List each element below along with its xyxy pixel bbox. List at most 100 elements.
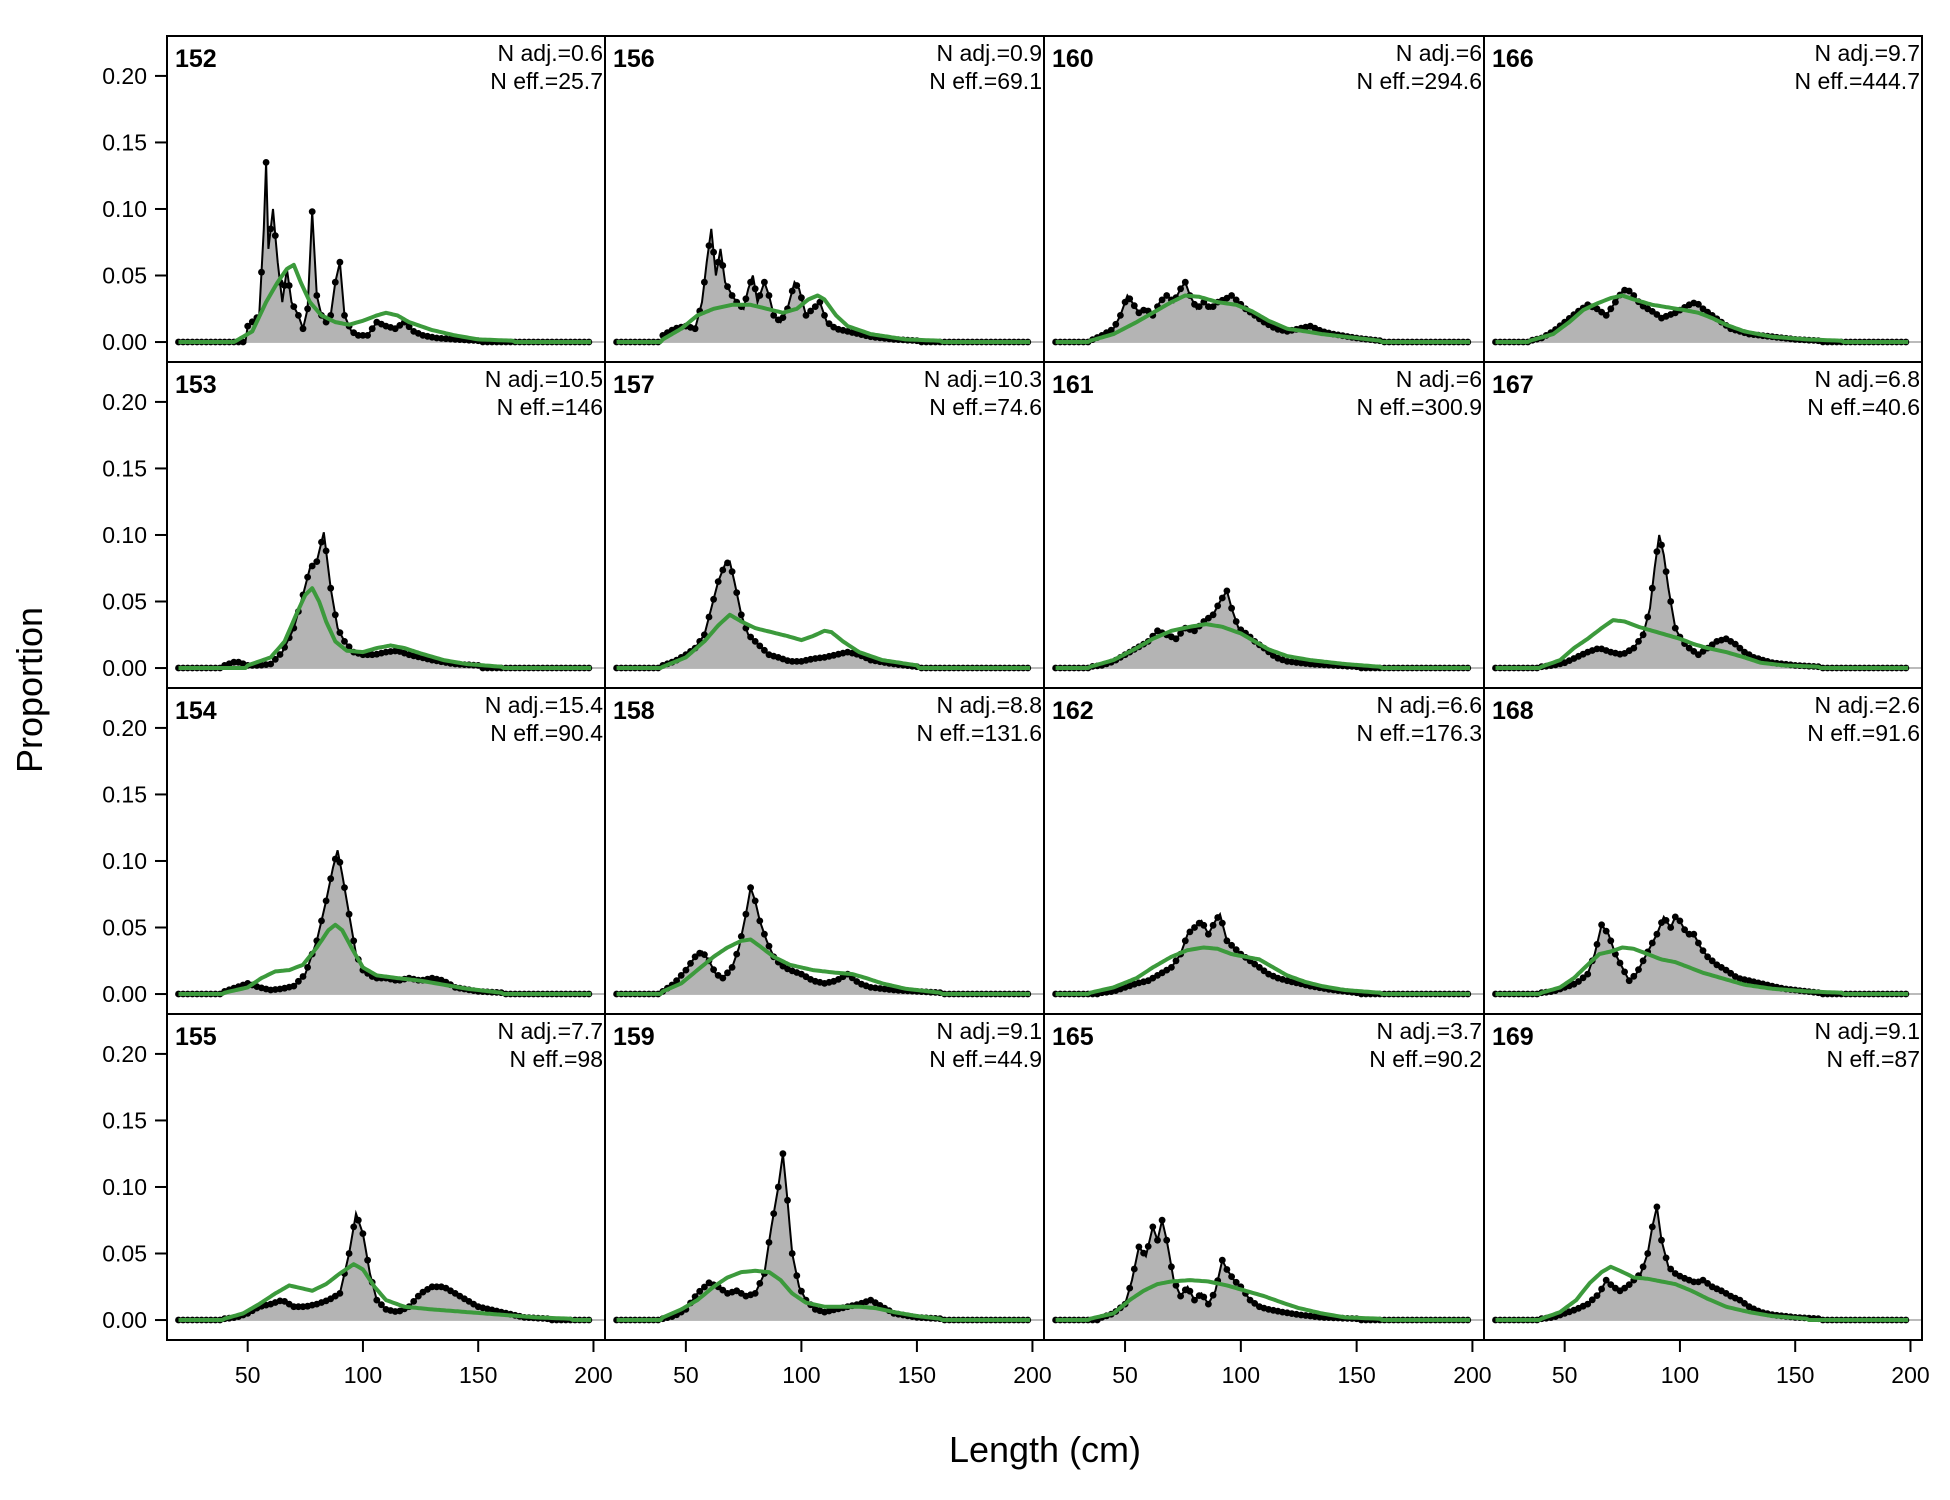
n-eff-label: N eff.=294.6 bbox=[1356, 68, 1482, 94]
n-eff-label: N eff.=300.9 bbox=[1356, 394, 1482, 420]
observed-point bbox=[1158, 296, 1166, 304]
observed-point bbox=[336, 1290, 344, 1297]
observed-point bbox=[378, 1301, 385, 1309]
observed-point bbox=[1616, 959, 1624, 967]
observed-point bbox=[691, 325, 699, 333]
observed-point bbox=[318, 917, 325, 925]
observed-point bbox=[295, 977, 302, 985]
panel-153: 153 N adj.=10.5N eff.=146 bbox=[167, 362, 605, 688]
y-tick-label: 0.00 bbox=[102, 1307, 147, 1333]
panel-border bbox=[1483, 1013, 1923, 1341]
observed-point bbox=[756, 642, 764, 650]
observed-point bbox=[737, 611, 745, 619]
observed-point bbox=[1575, 978, 1582, 985]
observed-point bbox=[313, 558, 321, 565]
x-tick-label: 50 bbox=[1552, 1362, 1578, 1388]
observed-point bbox=[747, 278, 754, 286]
observed-point bbox=[1602, 1276, 1610, 1284]
n-eff-label: N eff.=69.1 bbox=[929, 68, 1042, 94]
panel-background bbox=[605, 1014, 1044, 1340]
observed-point bbox=[1172, 635, 1180, 643]
observed-point bbox=[751, 638, 759, 645]
observed-point bbox=[1126, 1284, 1134, 1292]
observed-point bbox=[1671, 624, 1679, 632]
y-axis-title: Proportion bbox=[9, 607, 50, 773]
observed-point bbox=[710, 595, 717, 603]
observed-point bbox=[1630, 644, 1638, 652]
panel-id-label: 159 bbox=[613, 1023, 655, 1051]
observed-point bbox=[1639, 1263, 1647, 1271]
n-adj-label: N adj.=3.7 bbox=[1377, 1018, 1483, 1044]
panel-id-label: 154 bbox=[175, 697, 217, 725]
n-eff-label: N eff.=44.9 bbox=[929, 1046, 1042, 1072]
observed-point bbox=[802, 312, 810, 319]
y-tick-label: 0.00 bbox=[102, 655, 147, 681]
expected-line bbox=[616, 937, 1031, 996]
observed-point bbox=[1625, 287, 1633, 295]
observed-point bbox=[770, 312, 778, 319]
observed-point bbox=[308, 208, 316, 216]
observed-point bbox=[271, 655, 279, 663]
observed-point bbox=[304, 573, 311, 581]
observed-point bbox=[341, 312, 348, 319]
panel-id-label: 153 bbox=[175, 371, 217, 399]
observed-point bbox=[1218, 919, 1226, 927]
observed-point bbox=[1228, 604, 1235, 612]
observed-point bbox=[1228, 1273, 1235, 1280]
observed-point bbox=[1598, 1285, 1605, 1293]
x-tick-label: 150 bbox=[898, 1362, 936, 1388]
x-tick-label: 50 bbox=[673, 1362, 699, 1388]
observed-point bbox=[258, 268, 265, 276]
observed-point bbox=[1149, 1223, 1157, 1231]
expected-line bbox=[616, 612, 1031, 670]
observed-point bbox=[1163, 1236, 1171, 1244]
observed-point bbox=[1163, 292, 1171, 299]
panel-id-label: 167 bbox=[1492, 371, 1534, 399]
observed-point bbox=[359, 1230, 367, 1237]
observed-point bbox=[1598, 921, 1605, 929]
y-axis: 0.00 0.05 0.10 0.15 0.20 0.00 0.05 0.10 0.15 0.20… bbox=[102, 63, 167, 1333]
observed-point bbox=[793, 282, 801, 289]
n-adj-label: N adj.=10.5 bbox=[485, 366, 603, 392]
observed-point bbox=[1232, 1278, 1240, 1286]
expected-line bbox=[1495, 618, 1909, 670]
observed-point bbox=[1218, 1256, 1226, 1264]
panel-background bbox=[605, 362, 1044, 688]
y-tick-label: 0.20 bbox=[102, 715, 147, 741]
observed-point bbox=[1214, 914, 1222, 921]
observed-point bbox=[299, 325, 307, 333]
n-eff-label: N eff.=98 bbox=[509, 1046, 603, 1072]
observed-point bbox=[1177, 1292, 1184, 1300]
panel-id-label: 155 bbox=[175, 1023, 217, 1051]
y-tick-label: 0.20 bbox=[102, 389, 147, 415]
observed-point bbox=[1639, 957, 1647, 965]
observed-point bbox=[1191, 1296, 1198, 1304]
n-eff-label: N eff.=91.6 bbox=[1807, 720, 1920, 746]
n-eff-label: N eff.=87 bbox=[1826, 1046, 1920, 1072]
observed-point bbox=[308, 562, 316, 570]
observed-point bbox=[1704, 953, 1711, 961]
n-eff-label: N eff.=90.4 bbox=[490, 720, 603, 746]
observed-point bbox=[719, 974, 727, 982]
observed-point bbox=[410, 1298, 418, 1305]
observed-point bbox=[1648, 939, 1656, 947]
n-adj-label: N adj.=9.7 bbox=[1815, 40, 1921, 66]
observed-point bbox=[761, 646, 768, 654]
panel-161: 161 N adj.=6N eff.=300.9 bbox=[1044, 362, 1484, 688]
observed-point bbox=[751, 1290, 759, 1297]
observed-point bbox=[1223, 587, 1231, 595]
observed-point bbox=[1635, 638, 1642, 645]
observed-point bbox=[756, 292, 764, 299]
observed-point bbox=[747, 633, 754, 641]
observed-point bbox=[821, 312, 828, 319]
n-eff-label: N eff.=40.6 bbox=[1807, 394, 1920, 420]
observed-point bbox=[331, 611, 339, 619]
observed-point bbox=[341, 638, 348, 645]
x-tick-label: 100 bbox=[1222, 1362, 1260, 1388]
observed-point bbox=[765, 292, 773, 299]
observed-point bbox=[798, 294, 805, 302]
observed-point bbox=[1607, 1281, 1615, 1288]
observed-point bbox=[728, 292, 736, 299]
observed-point bbox=[1232, 618, 1240, 625]
observed-point bbox=[262, 159, 270, 166]
